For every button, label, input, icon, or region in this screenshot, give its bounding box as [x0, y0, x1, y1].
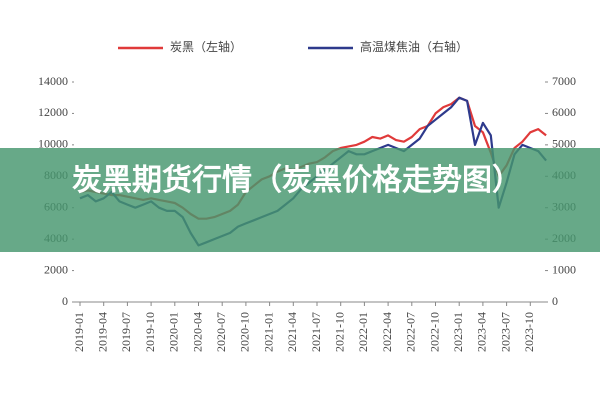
legend-label: 高温煤焦油（右轴）	[360, 39, 468, 54]
y2-tick-label: 0	[552, 294, 558, 308]
x-tick-label: 2021-07	[309, 312, 323, 352]
x-tick-label: 2023-01	[451, 312, 465, 352]
x-tick-label: 2020-04	[190, 312, 204, 352]
x-tick-label: 2019-10	[143, 312, 157, 352]
x-tick-label: 2023-04	[475, 312, 489, 352]
y-tick-label: 10000	[38, 137, 68, 151]
x-tick-label: 2021-10	[332, 312, 346, 352]
x-tick-label: 2019-04	[95, 312, 109, 352]
x-tick-label: 2019-01	[72, 312, 86, 352]
y-tick-label: 14000	[38, 74, 68, 88]
y2-tick-label: 5000	[552, 137, 576, 151]
x-tick-label: 2020-07	[214, 312, 228, 352]
legend-label: 炭黑（左轴）	[170, 39, 242, 54]
x-tick-label: 2022-04	[380, 312, 394, 352]
x-tick-label: 2020-10	[238, 312, 252, 352]
x-tick-label: 2022-07	[404, 312, 418, 352]
x-tick-label: 2022-01	[356, 312, 370, 352]
y2-tick-label: 1000	[552, 262, 576, 276]
x-tick-label: 2023-10	[522, 312, 536, 352]
banner: 炭黑期货行情（炭黑价格走势图）	[0, 148, 600, 252]
y2-tick-label: 7000	[552, 74, 576, 88]
y-tick-label: 2000	[44, 262, 68, 276]
x-tick-label: 2021-04	[285, 312, 299, 352]
y2-tick-label: 6000	[552, 105, 576, 119]
x-tick-label: 2021-01	[261, 312, 275, 352]
x-tick-label: 2022-10	[427, 312, 441, 352]
y-tick-label: 0	[62, 294, 68, 308]
x-tick-label: 2020-01	[167, 312, 181, 352]
banner-title: 炭黑期货行情（炭黑价格走势图）	[72, 163, 522, 198]
y-tick-label: 12000	[38, 105, 68, 119]
x-tick-label: 2023-07	[498, 312, 512, 352]
x-tick-label: 2019-07	[119, 312, 133, 352]
